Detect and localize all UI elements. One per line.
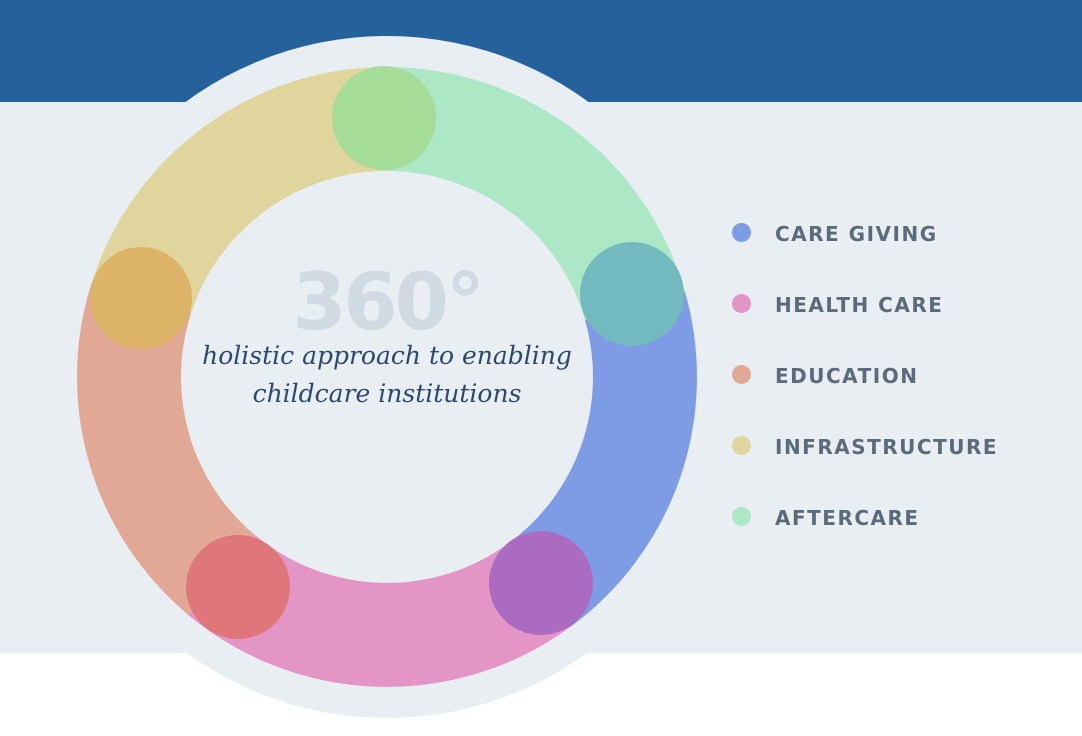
legend-label: CARE GIVING [775, 222, 938, 246]
legend-dot [732, 223, 751, 242]
legend-item-health-care: HEALTH CARE [731, 284, 1061, 355]
ring-node-bottom-left [186, 535, 290, 639]
legend-item-care-giving: CARE GIVING [731, 213, 1061, 284]
tagline-line-2: childcare institutions [252, 379, 522, 408]
ring-node-top [332, 66, 436, 170]
legend-item-infrastructure: INFRASTRUCTURE [731, 426, 1061, 497]
legend-label: AFTERCARE [775, 506, 920, 530]
legend-dot [732, 507, 751, 526]
center-number: 360° [292, 258, 485, 348]
legend: CARE GIVING HEALTH CARE EDUCATION INFRAS… [731, 213, 1061, 568]
legend-item-education: EDUCATION [731, 355, 1061, 426]
ring-node-left [90, 247, 192, 349]
legend-dot [732, 294, 751, 313]
center-tagline: holistic approach to enabling childcare … [187, 337, 587, 413]
legend-dot [732, 436, 751, 455]
legend-dot [732, 365, 751, 384]
legend-item-aftercare: AFTERCARE [731, 497, 1061, 568]
center-label: 360° holistic approach to enabling child… [187, 260, 587, 413]
ring-node-right [580, 242, 684, 346]
tagline-line-1: holistic approach to enabling [202, 341, 572, 370]
legend-label: INFRASTRUCTURE [775, 435, 999, 459]
legend-label: EDUCATION [775, 364, 919, 388]
legend-label: HEALTH CARE [775, 293, 944, 317]
ring-node-bottom-right [489, 531, 593, 635]
